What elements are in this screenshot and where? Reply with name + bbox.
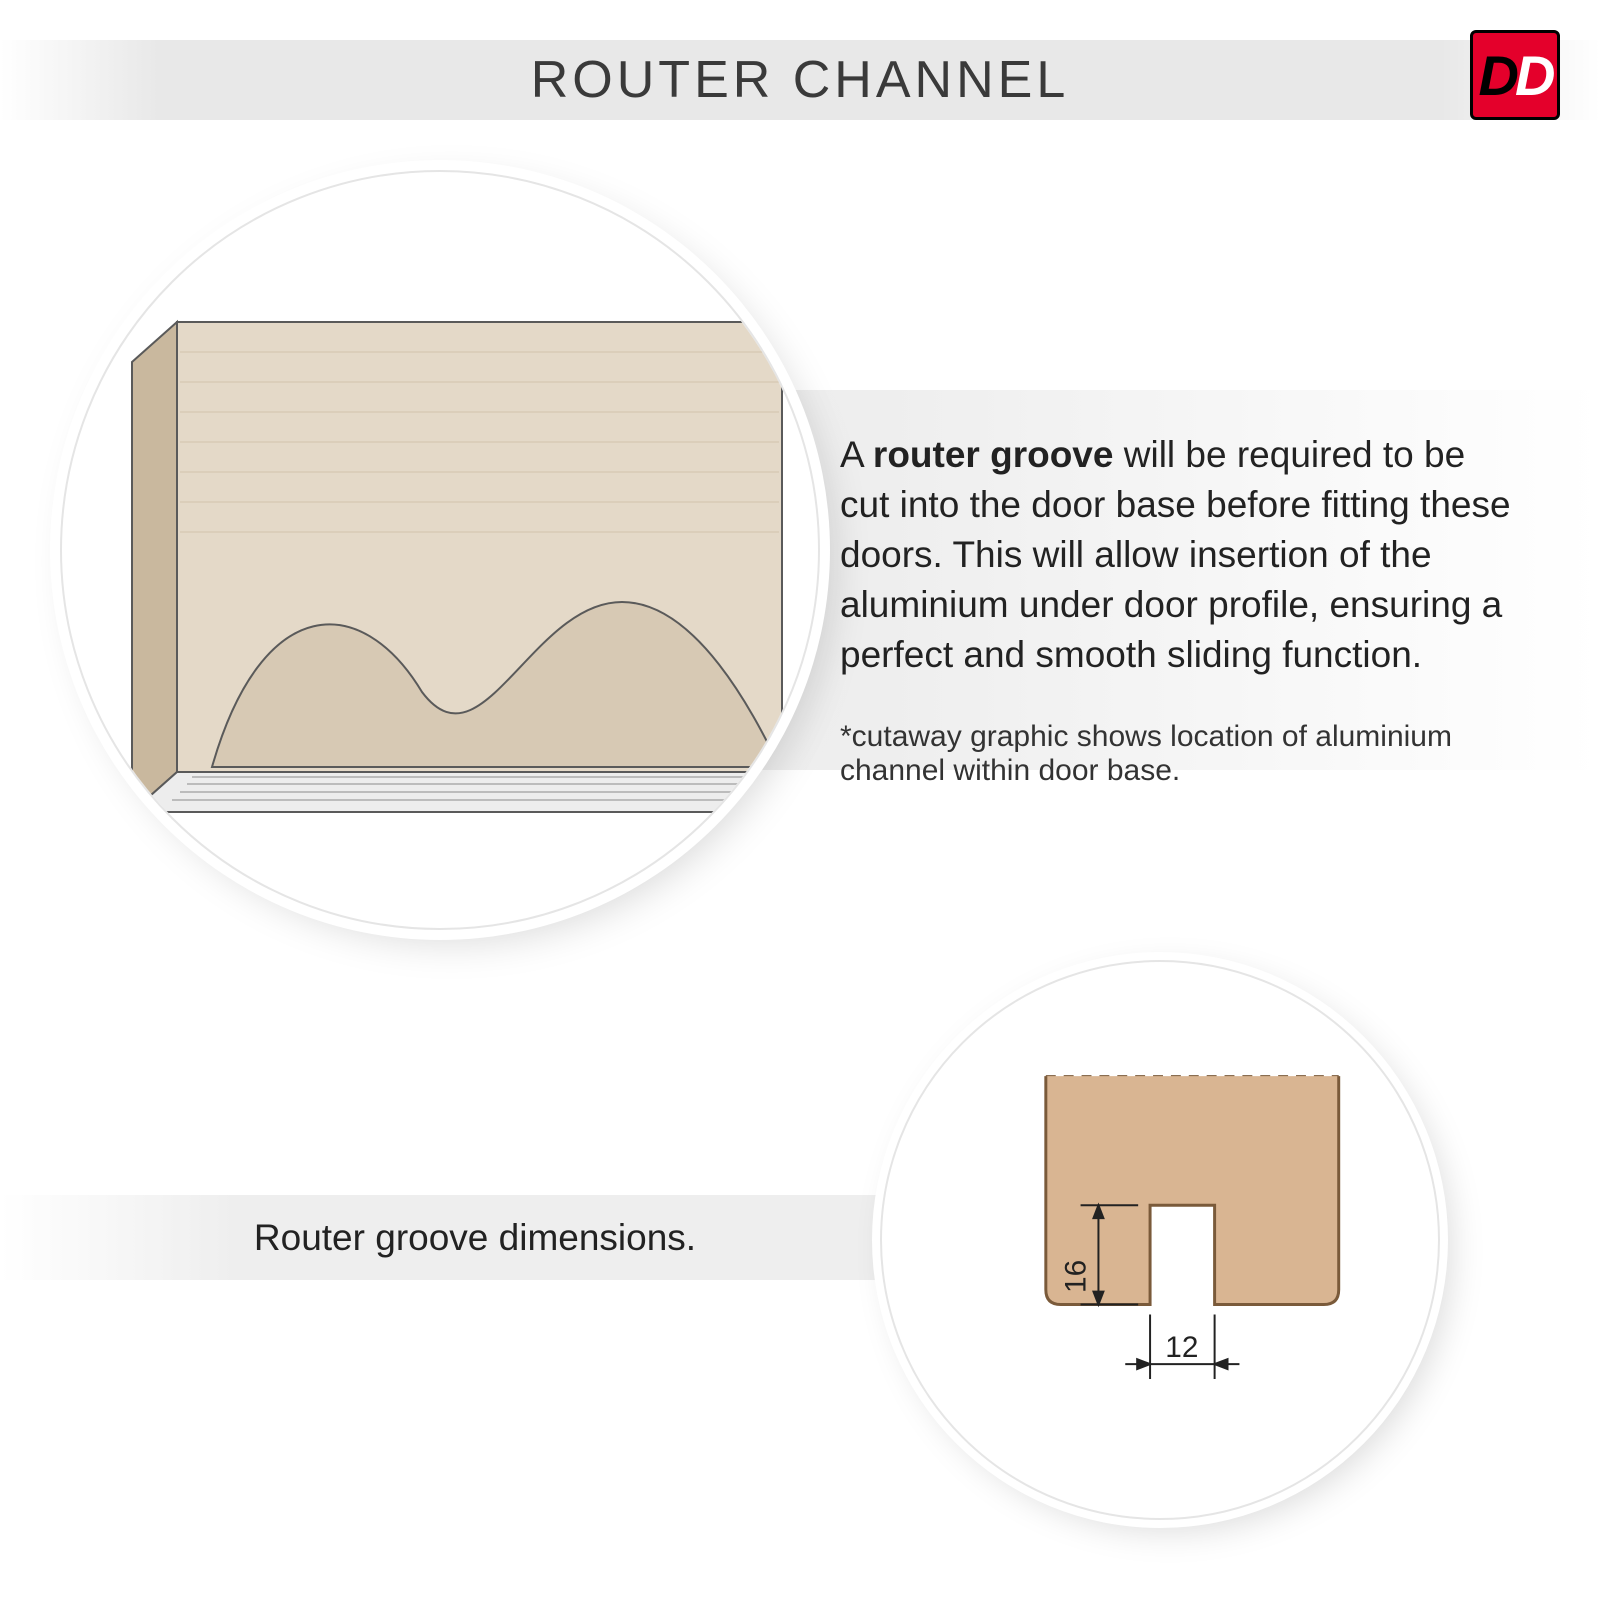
cutaway-illustration xyxy=(60,170,820,930)
desc-bold: router groove xyxy=(873,434,1114,475)
width-dim-value: 12 xyxy=(1165,1331,1198,1364)
brand-logo: DD xyxy=(1470,30,1560,120)
profile-illustration: 16 12 xyxy=(880,960,1440,1520)
description-text: A router groove will be required to be c… xyxy=(840,430,1520,680)
dimension-label-band: Router groove dimensions. xyxy=(0,1195,950,1280)
desc-pre: A xyxy=(840,434,873,475)
depth-dim-value: 16 xyxy=(1060,1260,1093,1293)
logo-letter-2: D xyxy=(1515,44,1551,107)
title-bar: ROUTER CHANNEL xyxy=(0,40,1600,120)
dimension-label: Router groove dimensions. xyxy=(254,1217,696,1259)
logo-letter-1: D xyxy=(1479,44,1515,107)
cutaway-svg xyxy=(62,172,820,930)
description-note: *cutaway graphic shows location of alumi… xyxy=(840,720,1520,788)
page-title: ROUTER CHANNEL xyxy=(531,50,1070,110)
profile-svg: 16 12 xyxy=(882,960,1438,1520)
